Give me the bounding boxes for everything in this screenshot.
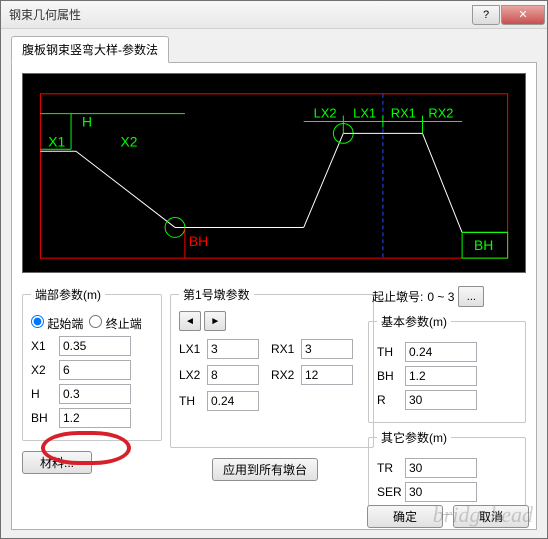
radio-start[interactable]: 起始端 — [31, 315, 83, 332]
input-BH[interactable] — [59, 408, 131, 428]
lbl-TH2: TH — [377, 345, 405, 359]
input-RX2[interactable] — [301, 365, 353, 385]
input-X2[interactable] — [59, 360, 131, 380]
end-params-legend: 端部参数(m) — [31, 286, 105, 303]
help-button[interactable]: ? — [472, 5, 500, 25]
input-LX1[interactable] — [207, 339, 259, 359]
lbl-BH2f: BH — [377, 369, 405, 383]
input-X1[interactable] — [59, 336, 131, 356]
input-LX2[interactable] — [207, 365, 259, 385]
end-params-group: 端部参数(m) 起始端 终止端 X1 X2 H BH — [22, 286, 162, 441]
range-value: 0 ~ 3 — [427, 290, 454, 304]
lbl-RX2: RX2 — [428, 106, 453, 121]
lbl-X1f: X1 — [31, 339, 59, 353]
diagram-preview: H X1 X2 BH — [22, 73, 526, 273]
input-SER[interactable] — [405, 482, 477, 502]
tab-panel: H X1 X2 BH — [11, 62, 537, 530]
basic-params-group: 基本参数(m) TH BH R — [368, 313, 526, 423]
lbl-BH1: BH — [189, 233, 208, 249]
dialog-footer: 确定 取消 — [367, 505, 529, 528]
lbl-LX2f: LX2 — [179, 368, 207, 382]
lbl-LX1f: LX1 — [179, 342, 207, 356]
window-title: 钢束几何属性 — [9, 6, 471, 23]
lbl-H: H — [82, 113, 92, 129]
lbl-THf: TH — [179, 394, 207, 408]
input-TR[interactable] — [405, 458, 477, 478]
lbl-LX1: LX1 — [353, 106, 376, 121]
parameter-row: 端部参数(m) 起始端 终止端 X1 X2 H BH 材料... — [22, 286, 526, 515]
input-TH[interactable] — [207, 391, 259, 411]
other-params-group: 其它参数(m) TR SER — [368, 429, 526, 515]
close-button[interactable]: ✕ — [501, 5, 545, 25]
left-col: 端部参数(m) 起始端 终止端 X1 X2 H BH 材料... — [22, 286, 162, 515]
end-radio-row: 起始端 终止端 — [31, 315, 153, 332]
range-row: 起止墩号: 0 ~ 3 ... — [372, 286, 526, 307]
range-edit-button[interactable]: ... — [458, 286, 484, 307]
pier-params-group: 第1号墩参数 ◄ ► LX1 RX1 LX2 RX2 — [170, 286, 374, 448]
basic-params-legend: 基本参数(m) — [377, 313, 451, 330]
dialog-window: 钢束几何属性 ? ✕ 腹板钢束竖弯大样-参数法 H X1 X2 — [0, 0, 548, 539]
lbl-BH2: BH — [474, 237, 493, 253]
radio-end[interactable]: 终止端 — [89, 315, 141, 332]
tab-row: 腹板钢束竖弯大样-参数法 — [11, 35, 537, 62]
radio-start-input[interactable] — [31, 315, 44, 328]
lbl-RX1: RX1 — [391, 106, 416, 121]
nav-next-button[interactable]: ► — [204, 311, 226, 331]
input-BH2[interactable] — [405, 366, 477, 386]
titlebar: 钢束几何属性 ? ✕ — [1, 1, 547, 29]
input-R[interactable] — [405, 390, 477, 410]
material-button[interactable]: 材料... — [22, 451, 92, 474]
lbl-TR: TR — [377, 461, 405, 475]
apply-all-button[interactable]: 应用到所有墩台 — [212, 458, 318, 481]
lbl-X2: X2 — [121, 133, 138, 149]
lbl-LX2: LX2 — [314, 106, 337, 121]
lbl-R: R — [377, 393, 405, 407]
input-TH2[interactable] — [405, 342, 477, 362]
lbl-RX1f: RX1 — [271, 342, 301, 356]
titlebar-buttons: ? ✕ — [471, 5, 545, 25]
pier-params-legend: 第1号墩参数 — [179, 286, 254, 303]
lbl-RX2f: RX2 — [271, 368, 301, 382]
lbl-X1: X1 — [48, 133, 65, 149]
lbl-SER: SER — [377, 485, 405, 499]
input-RX1[interactable] — [301, 339, 353, 359]
lbl-BHf: BH — [31, 411, 59, 425]
range-label: 起止墩号: — [372, 288, 423, 305]
nav-prev-button[interactable]: ◄ — [179, 311, 201, 331]
nav-buttons: ◄ ► — [179, 311, 365, 331]
lbl-Hf: H — [31, 387, 59, 401]
right-col: 起止墩号: 0 ~ 3 ... 基本参数(m) TH BH R 其它参数(m) … — [368, 286, 526, 515]
client-area: 腹板钢束竖弯大样-参数法 H X1 X2 BH — [1, 29, 547, 538]
radio-end-input[interactable] — [89, 315, 102, 328]
ok-button[interactable]: 确定 — [367, 505, 443, 528]
tab-main[interactable]: 腹板钢束竖弯大样-参数法 — [11, 36, 169, 63]
other-params-legend: 其它参数(m) — [377, 429, 451, 446]
lbl-X2f: X2 — [31, 363, 59, 377]
cancel-button[interactable]: 取消 — [453, 505, 529, 528]
input-H[interactable] — [59, 384, 131, 404]
mid-col: 第1号墩参数 ◄ ► LX1 RX1 LX2 RX2 — [170, 286, 360, 515]
